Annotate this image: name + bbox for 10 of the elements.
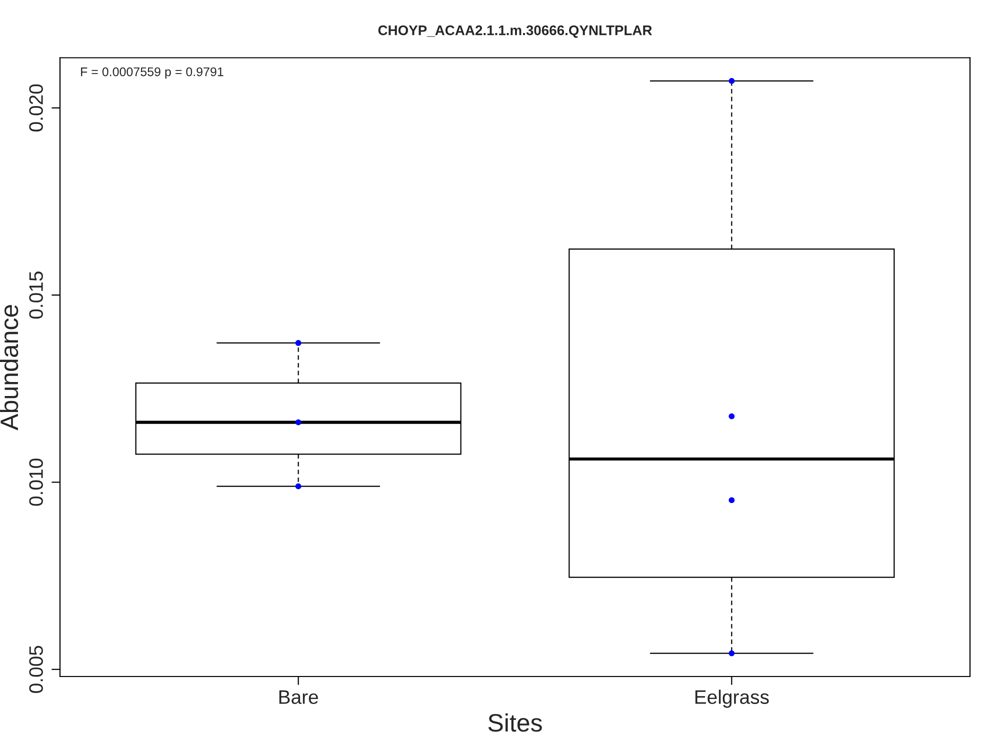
x-tick-label: Eelgrass [695, 690, 769, 708]
y-tick-label: 0.015 [29, 272, 43, 319]
y-tick-label: 0.010 [29, 458, 43, 506]
y-tick-label: 0.020 [29, 84, 43, 132]
chart-title: CHOYP_ACAA2.1.1.m.30666.QYNLTPLAR [378, 25, 652, 38]
x-tick-label: Bare [279, 690, 318, 704]
annotation: F = 0.0007559 p = 0.9791 [81, 67, 224, 79]
y-axis-title: Abundance [0, 304, 18, 430]
y-tick-label: 0.005 [29, 646, 43, 693]
x-axis-title: Sites [488, 713, 542, 732]
